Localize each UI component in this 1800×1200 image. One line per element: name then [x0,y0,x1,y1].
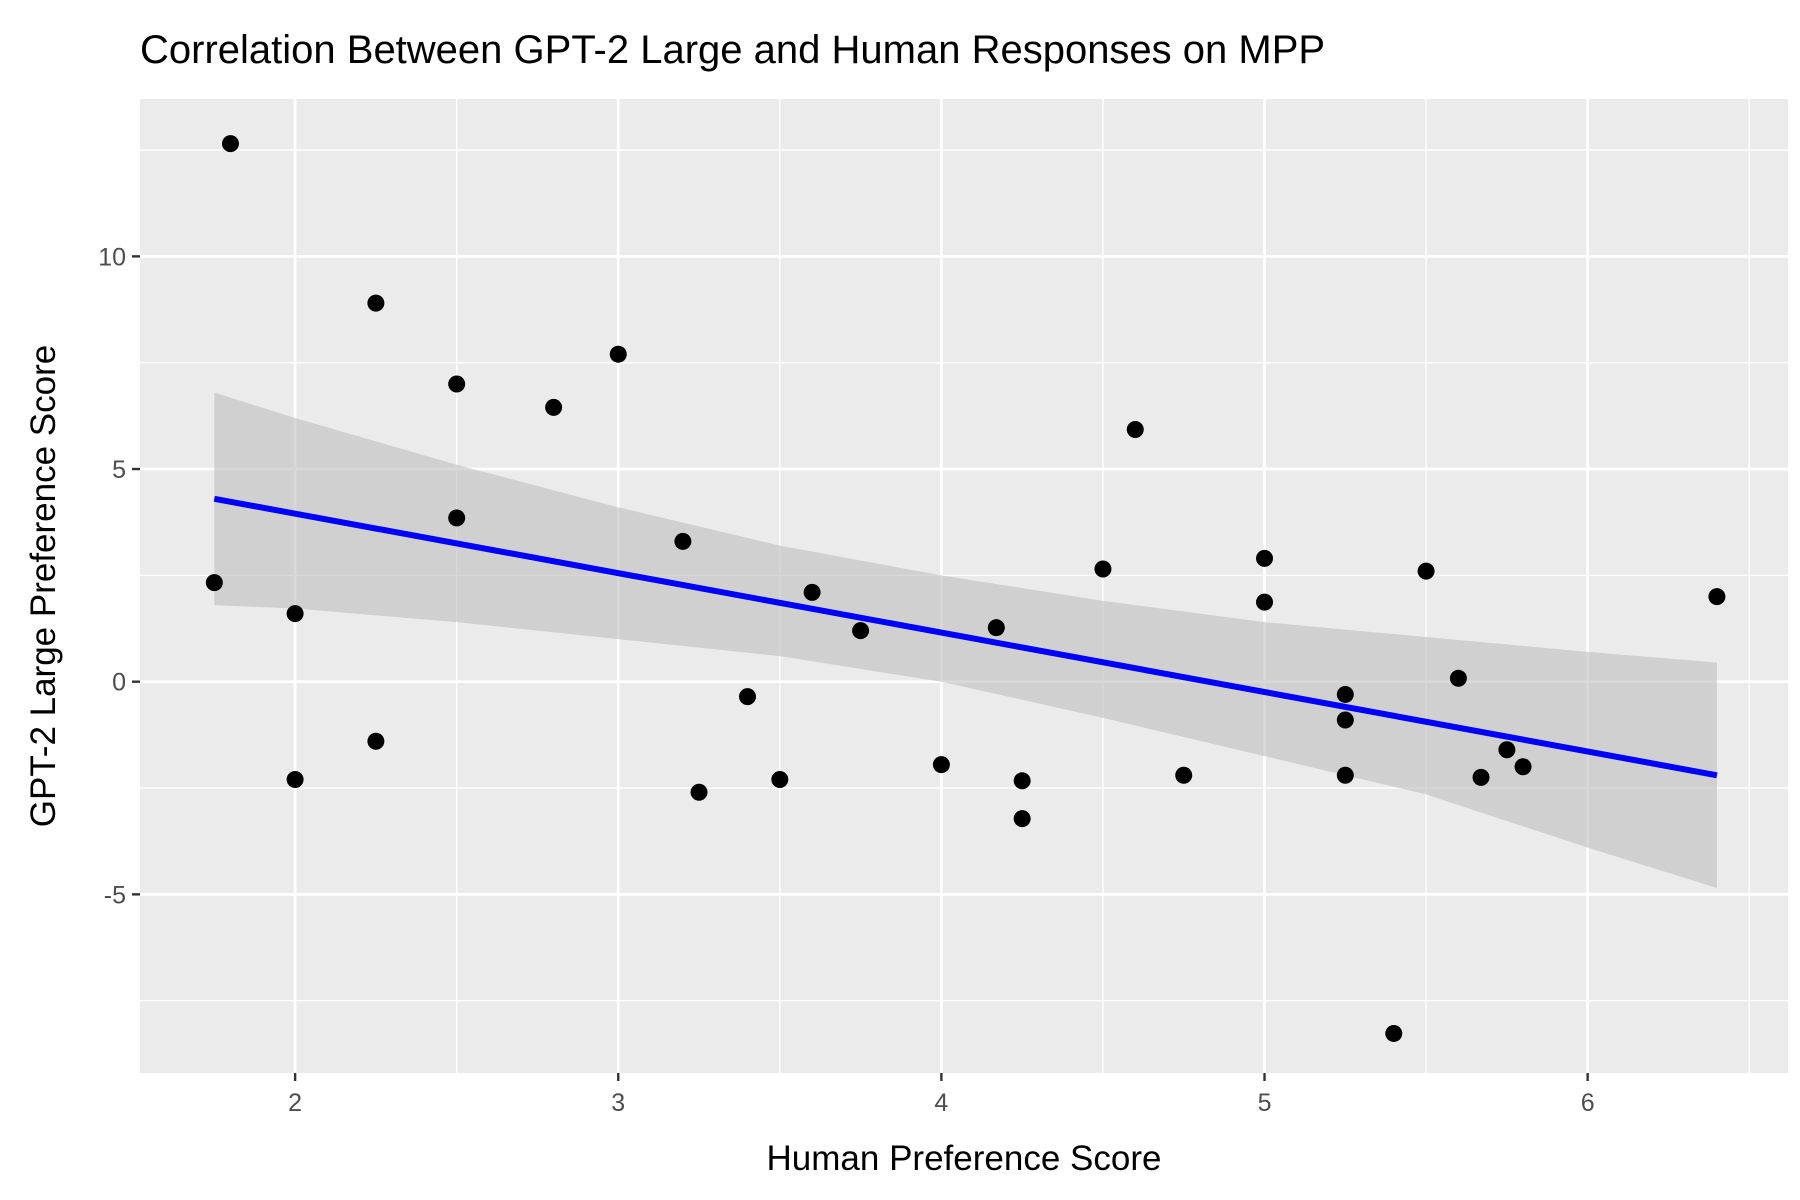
data-point [545,398,563,416]
x-tick-label: 5 [1258,1089,1272,1117]
data-point [448,509,466,527]
data-point [1175,766,1193,784]
data-point [738,688,756,706]
y-axis-title: GPT-2 Large Preference Score [24,345,63,827]
y-tick-label: 10 [98,243,126,271]
chart-title: Correlation Between GPT-2 Large and Huma… [140,28,1325,72]
data-point [221,135,239,153]
data-point [1449,669,1467,687]
axis-tick-labels: 2 3 4 5 6 -5 0 5 10 [98,243,1594,1117]
data-point [367,732,385,750]
data-point [1336,685,1354,703]
data-point [1013,810,1031,828]
data-point [1336,766,1354,784]
x-axis-title: Human Preference Score [767,1139,1162,1178]
data-point [674,532,692,550]
confidence-band [214,392,1717,888]
data-point [852,622,870,640]
y-tick-label: -5 [104,881,126,909]
axis-ticks [132,255,1589,1081]
data-point [1385,1024,1403,1042]
data-point [1498,741,1516,759]
data-point [1126,420,1144,438]
data-point [932,756,950,774]
regression-line [213,495,1718,779]
data-point [1417,562,1435,580]
data-point [286,771,304,789]
data-point [1256,593,1274,611]
data-point [690,783,708,801]
data-point [1708,588,1726,606]
data-point [803,583,821,601]
y-tick-label: 0 [112,669,126,697]
data-point [609,345,627,363]
x-tick-label: 3 [611,1089,625,1117]
x-tick-label: 2 [288,1089,302,1117]
data-point [1336,711,1354,729]
data-point [1514,758,1532,776]
data-point [1094,560,1112,578]
data-point [286,605,304,623]
y-tick-label: 5 [112,456,126,484]
data-point [367,294,385,312]
data-point [1013,772,1031,790]
x-tick-label: 4 [934,1089,948,1117]
x-tick-label: 6 [1581,1089,1595,1117]
data-point [205,574,223,592]
data-point [771,771,789,789]
points-layer [205,135,1726,1042]
data-point [1256,549,1274,567]
data-point [987,619,1005,637]
data-point [448,375,466,393]
data-point [1472,768,1490,786]
